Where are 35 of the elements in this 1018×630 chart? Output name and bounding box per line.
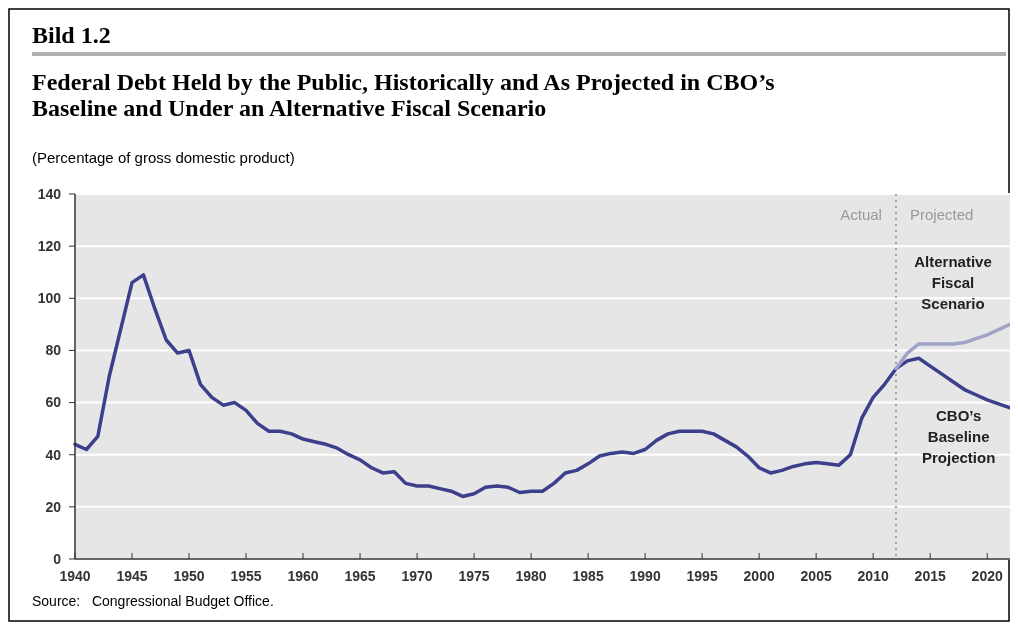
y-tick-label: 0: [53, 550, 62, 567]
text: Bild 1.2: [32, 22, 111, 48]
y-tick-label: 40: [45, 446, 62, 463]
x-tick-label: 1950: [173, 568, 205, 584]
annotation: Projected: [909, 206, 974, 223]
x-tick-label: 2015: [914, 568, 946, 584]
x-tick-label: 1970: [401, 568, 433, 584]
y-tick-label: 100: [37, 290, 62, 307]
x-tick-label: 1990: [629, 568, 661, 584]
x-tick-label: 1945: [116, 568, 148, 584]
annotation: Actual: [840, 206, 882, 223]
chart-subtitle: (Percentage of gross domestic product): [32, 149, 295, 166]
x-tick-label: 1965: [344, 568, 376, 584]
x-tick-label: 2000: [743, 568, 775, 584]
x-tick-label: 2005: [800, 568, 832, 584]
x-tick-label: 1960: [287, 568, 319, 584]
series-label: Alternative Fiscal Scenario: [914, 253, 992, 312]
x-tick-label: 1985: [572, 568, 604, 584]
x-tick-label: 2020: [971, 568, 1003, 584]
y-tick-label: 20: [45, 498, 62, 515]
y-tick-label: 60: [45, 394, 62, 411]
line-series: [73, 273, 1010, 499]
x-tick-label: 1975: [458, 568, 490, 584]
y-tick-label: 80: [45, 342, 62, 359]
series-label: CBO’s Baseline Projection: [922, 406, 996, 466]
chart-title: Federal Debt Held by the Public, Historically and As Projected in CBO’s Baseline and Under an Alternative Fiscal Scenario: [32, 69, 775, 121]
source-note: Source: Congressional Budget Office.: [32, 593, 274, 609]
x-tick-label: 1955: [230, 568, 262, 584]
y-tick-label: 120: [37, 238, 62, 255]
x-tick-label: 2010: [857, 568, 889, 584]
x-tick-label: 1995: [686, 568, 718, 584]
x-tick-label: 1940: [59, 568, 91, 584]
line-series: [894, 322, 1010, 371]
x-tick-label: 1980: [515, 568, 547, 584]
y-tick-label: 140: [37, 185, 62, 202]
